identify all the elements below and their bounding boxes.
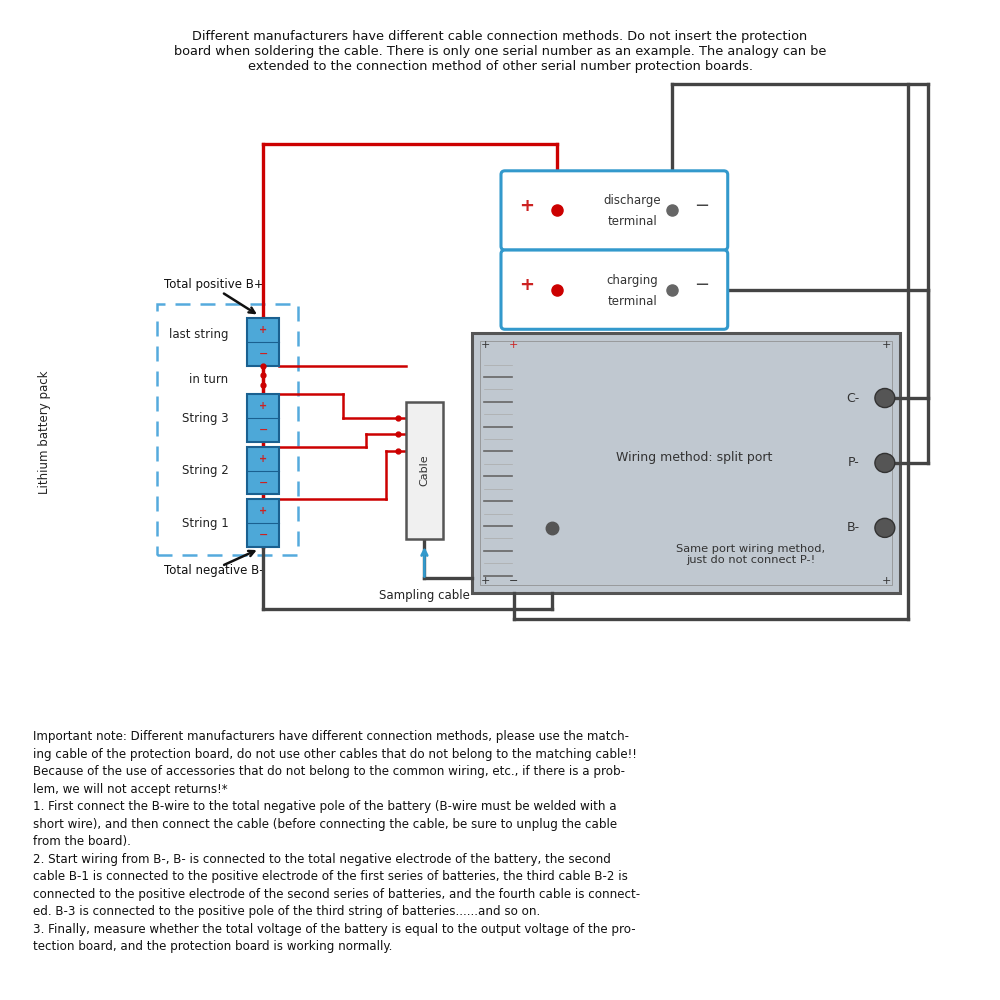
FancyBboxPatch shape <box>501 250 728 329</box>
Text: Same port wiring method,
just do not connect P-!: Same port wiring method, just do not con… <box>676 544 825 565</box>
Text: +: + <box>480 576 490 586</box>
Text: C-: C- <box>847 392 860 405</box>
Text: discharge: discharge <box>603 194 661 207</box>
Text: +: + <box>519 276 534 294</box>
Text: Total positive B+: Total positive B+ <box>164 278 264 291</box>
Text: String 1: String 1 <box>182 517 229 530</box>
Text: +: + <box>882 340 892 350</box>
Text: −: − <box>259 530 268 540</box>
Circle shape <box>875 388 895 408</box>
Text: Lithium battery pack: Lithium battery pack <box>38 371 51 494</box>
Text: in turn: in turn <box>189 373 229 386</box>
Text: +: + <box>259 401 267 411</box>
Bar <box>247 394 279 442</box>
Text: +: + <box>259 454 267 464</box>
FancyBboxPatch shape <box>472 333 900 593</box>
Text: Sampling cable: Sampling cable <box>379 589 470 602</box>
Circle shape <box>875 453 895 472</box>
Text: Important note: Different manufacturers have different connection methods, pleas: Important note: Different manufacturers … <box>33 730 640 953</box>
Text: Wiring method: split port: Wiring method: split port <box>616 451 773 464</box>
Text: B-: B- <box>847 521 860 534</box>
Text: −: − <box>259 349 268 359</box>
Text: −: − <box>694 276 709 294</box>
Text: Cable: Cable <box>419 455 429 486</box>
Text: +: + <box>259 325 267 335</box>
Text: +: + <box>480 340 490 350</box>
Text: +: + <box>259 506 267 516</box>
Text: terminal: terminal <box>607 215 657 228</box>
Text: P-: P- <box>848 456 860 469</box>
Circle shape <box>875 518 895 537</box>
Text: −: − <box>509 576 519 586</box>
Text: −: − <box>259 425 268 435</box>
Text: charging: charging <box>606 274 658 287</box>
Bar <box>247 318 279 366</box>
Text: last string: last string <box>169 328 229 341</box>
Text: +: + <box>509 340 519 350</box>
FancyBboxPatch shape <box>406 402 443 539</box>
Bar <box>247 447 279 494</box>
FancyBboxPatch shape <box>501 171 728 250</box>
Text: String 3: String 3 <box>182 412 229 425</box>
Text: −: − <box>259 478 268 488</box>
Text: +: + <box>882 576 892 586</box>
Text: terminal: terminal <box>607 295 657 308</box>
Text: Different manufacturers have different cable connection methods. Do not insert t: Different manufacturers have different c… <box>174 30 826 73</box>
Text: +: + <box>519 197 534 215</box>
Text: −: − <box>694 197 709 215</box>
Text: String 2: String 2 <box>182 464 229 477</box>
Bar <box>247 499 279 547</box>
Text: Total negative B-: Total negative B- <box>164 564 264 577</box>
